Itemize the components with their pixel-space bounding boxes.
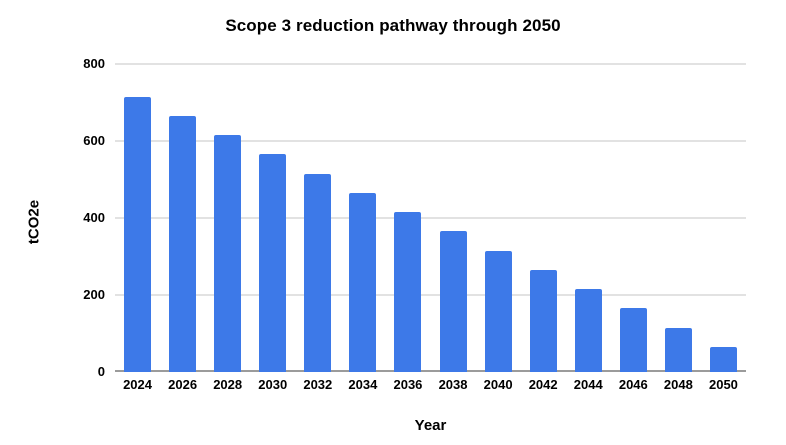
x-tick-label: 2042 [528,377,558,392]
bar-2046 [620,308,647,372]
bar-2050 [710,347,737,372]
gridline [115,63,746,65]
x-tick-label: 2026 [168,377,198,392]
bar-2034 [349,193,376,372]
gridline [115,140,746,142]
bar-2036 [394,212,421,372]
x-axis-line [115,370,746,372]
gridline [115,217,746,219]
x-tick-label: 2024 [123,377,152,392]
x-axis-tick-labels: 2024 2026 2028 2030 2032 2034 2036 2038 2040 2042… [115,377,746,393]
x-tick-label: 2028 [213,377,243,392]
plot-area [115,63,746,372]
bar-2038 [440,231,467,372]
y-tick-label: 0 [97,364,105,379]
bar-2028 [214,135,241,372]
gridline [115,294,746,296]
bar-2026 [169,116,196,372]
x-tick-label: 2032 [303,377,333,392]
y-tick-label: 800 [83,56,105,71]
bar-2024 [124,97,151,372]
x-tick-label: 2048 [663,377,693,392]
x-tick-label: 2050 [708,377,738,392]
bar-2030 [259,154,286,372]
bar-2040 [485,251,512,372]
bar-2044 [575,289,602,372]
bar-2042 [530,270,557,372]
x-tick-label: 2038 [438,377,468,392]
x-axis-title: Year [414,417,447,434]
x-tick-label: 2034 [348,377,378,392]
x-tick-label: 2046 [618,377,648,392]
y-tick-label: 600 [83,133,105,148]
x-tick-label: 2040 [483,377,513,392]
x-tick-label: 2036 [393,377,423,392]
x-tick-label: 2044 [573,377,603,392]
chart-title: Scope 3 reduction pathway through 2050 [225,16,561,35]
x-tick-label: 2030 [258,377,288,392]
y-tick-label: 200 [83,287,105,302]
bar-2048 [665,328,692,372]
bar-2032 [304,174,331,372]
y-tick-label: 400 [83,210,105,225]
